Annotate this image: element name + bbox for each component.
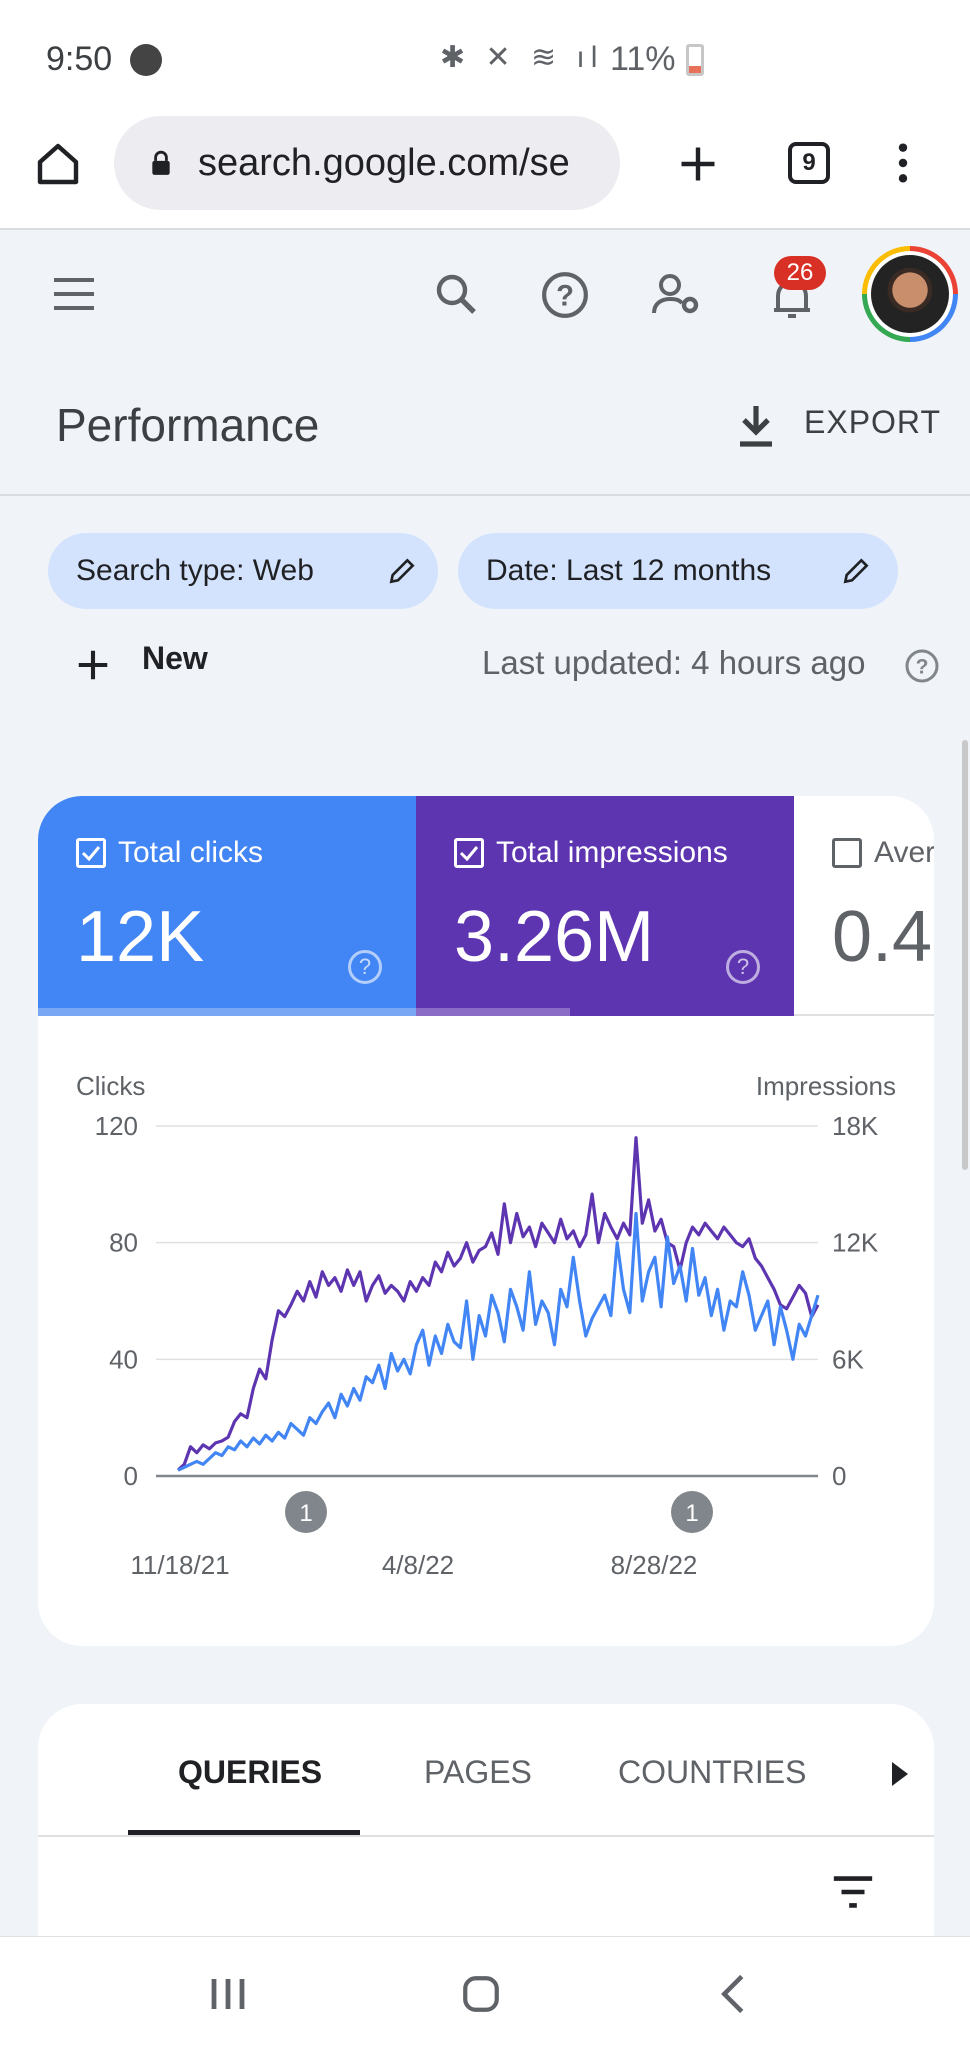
metric-average-ctr[interactable]: Aver 0.4 <box>794 796 934 1016</box>
app-header <box>0 232 970 362</box>
menu-icon[interactable] <box>50 274 98 314</box>
more-icon[interactable] <box>880 140 926 186</box>
left-tick-label: 80 <box>109 1228 138 1258</box>
svg-text:1: 1 <box>299 1500 312 1527</box>
left-tick-label: 0 <box>124 1461 138 1491</box>
download-icon[interactable] <box>736 404 776 448</box>
scrollbar[interactable] <box>962 740 968 1170</box>
metric-indicator <box>38 1008 416 1016</box>
url-text: search.google.com/se <box>198 142 570 184</box>
performance-card: Total clicks 12K ? Total impressions 3.2… <box>38 796 934 1646</box>
svg-text:?: ? <box>916 656 929 679</box>
metric-total-impressions[interactable]: Total impressions 3.26M ? <box>416 796 794 1016</box>
svg-text:?: ? <box>556 280 574 312</box>
divider <box>38 1835 934 1837</box>
right-tick-label: 12K <box>832 1228 879 1258</box>
right-tick-label: 6K <box>832 1344 864 1374</box>
avatar-photo <box>871 255 949 333</box>
spotify-icon <box>130 44 162 76</box>
checkbox-unchecked-icon[interactable] <box>832 838 862 868</box>
plus-icon[interactable] <box>74 646 112 684</box>
annotation-marker[interactable]: 1 <box>285 1491 327 1533</box>
left-tick-label: 40 <box>109 1344 138 1374</box>
metric-value: 12K <box>76 897 205 977</box>
left-tick-label: 120 <box>95 1111 138 1141</box>
tabs-icon[interactable]: 9 <box>788 142 830 184</box>
back-icon[interactable] <box>718 1973 748 2015</box>
status-icons: ✱ ✕ ≋ ıl <box>440 41 604 74</box>
tab-queries[interactable]: QUERIES <box>178 1754 323 1790</box>
edit-icon <box>389 558 415 584</box>
help-icon[interactable]: ? <box>904 648 940 684</box>
filter-icon[interactable] <box>830 1872 876 1912</box>
notification-badge: 26 <box>774 256 826 290</box>
system-nav-bar <box>0 1936 970 2048</box>
search-icon[interactable] <box>432 270 480 318</box>
x-tick-label: 11/18/21 <box>130 1550 229 1580</box>
home-nav-icon[interactable] <box>460 1973 502 2015</box>
chip-label: Date: Last 12 months <box>486 554 772 587</box>
annotation-marker[interactable]: 1 <box>671 1491 713 1533</box>
metric-total-clicks[interactable]: Total clicks 12K ? <box>38 796 416 1016</box>
right-tick-label: 0 <box>832 1461 846 1491</box>
address-bar[interactable]: search.google.com/se <box>114 116 620 210</box>
right-tick-label: 18K <box>832 1111 879 1141</box>
help-icon[interactable]: ? <box>726 950 760 984</box>
tab-active-indicator <box>128 1830 360 1835</box>
browser-toolbar: search.google.com/se 9 <box>0 110 970 230</box>
home-icon[interactable] <box>34 140 82 188</box>
clicks-line <box>177 1211 820 1472</box>
new-filter-button[interactable]: New <box>142 640 208 676</box>
metric-value: 0.4 <box>832 897 933 977</box>
filter-chip-date[interactable]: Date: Last 12 months <box>458 533 898 609</box>
tab-countries[interactable]: COUNTRIES <box>618 1754 807 1790</box>
metric-label: Total impressions <box>496 836 728 869</box>
metric-label: Aver <box>874 836 934 869</box>
edit-icon <box>843 558 869 584</box>
right-axis-label: Impressions <box>756 1071 896 1101</box>
left-axis-label: Clicks <box>76 1071 145 1101</box>
recent-apps-icon[interactable] <box>208 1975 248 2013</box>
battery-icon <box>686 44 704 76</box>
metric-value: 3.26M <box>454 897 655 977</box>
export-button[interactable]: EXPORT <box>804 404 941 440</box>
manage-users-icon[interactable] <box>652 270 704 320</box>
divider <box>0 494 970 496</box>
tab-pages[interactable]: PAGES <box>424 1754 532 1790</box>
status-bar: 9:50 ✱ ✕ ≋ ıl 11% <box>0 0 970 110</box>
battery-text: 11% <box>610 40 676 78</box>
last-updated-text: Last updated: 4 hours ago <box>482 644 866 681</box>
help-icon[interactable]: ? <box>348 950 382 984</box>
tab-count: 9 <box>802 149 816 176</box>
metric-indicator <box>416 1008 570 1016</box>
lock-icon <box>152 150 170 175</box>
chevron-right-icon[interactable] <box>890 1760 910 1788</box>
status-time: 9:50 <box>46 40 113 78</box>
checkbox-checked-icon[interactable] <box>76 838 106 868</box>
avatar[interactable] <box>862 246 958 342</box>
impressions-line <box>176 1136 820 1472</box>
checkbox-checked-icon[interactable] <box>454 838 484 868</box>
plus-icon[interactable] <box>676 142 720 186</box>
filter-chip-search-type[interactable]: Search type: Web <box>48 533 438 609</box>
svg-text:1: 1 <box>685 1500 698 1527</box>
x-tick-label: 8/28/22 <box>611 1550 698 1580</box>
metric-label: Total clicks <box>118 836 264 869</box>
x-tick-label: 4/8/22 <box>382 1550 454 1580</box>
chip-label: Search type: Web <box>76 554 314 587</box>
page-title: Performance <box>56 399 320 451</box>
help-icon[interactable]: ? <box>540 270 590 320</box>
